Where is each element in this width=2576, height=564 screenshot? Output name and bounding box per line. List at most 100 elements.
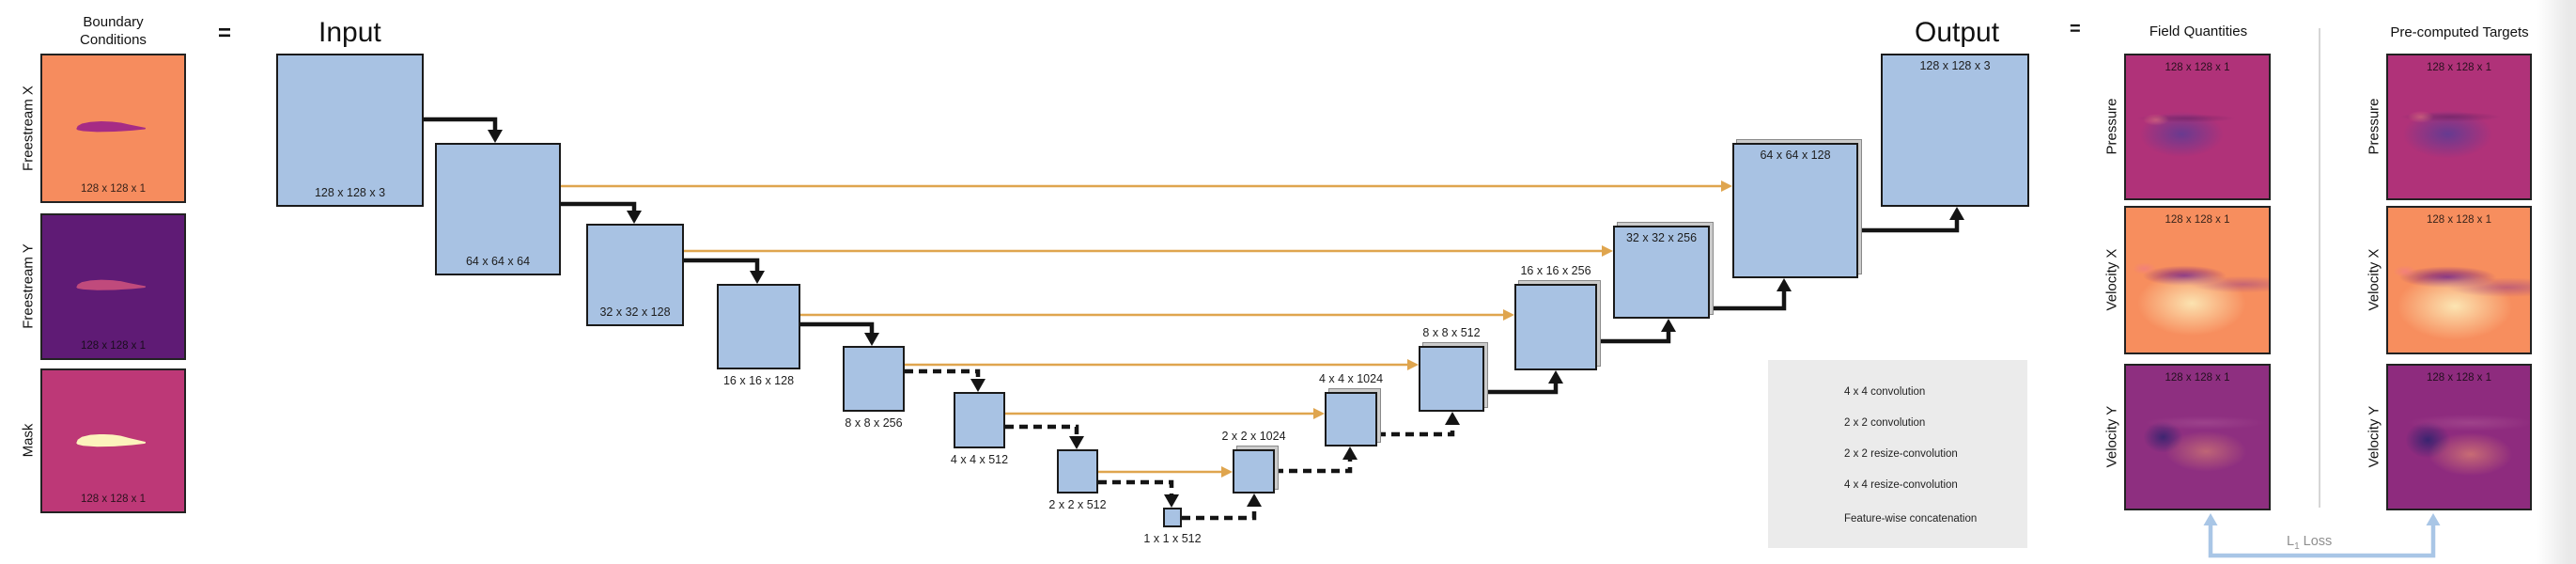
convolution-arrow: [424, 117, 498, 131]
airfoil-shape: [76, 433, 147, 447]
unet-block-out-128: [1881, 54, 2029, 207]
block-dim-label: 32 x 32 x 256: [1625, 231, 1698, 244]
block-dim-label: 8 x 8 x 256: [845, 416, 903, 430]
legend-item-label: 4 x 4 resize-convolution: [1844, 479, 1958, 491]
loss-arrowhead-right: [2426, 513, 2441, 525]
equals-sign-right: =: [2070, 19, 2081, 39]
panel-dim-label: 128 x 128 x 1: [80, 494, 147, 505]
page-edge-shading: [2537, 0, 2576, 564]
unet-block-enc-32: [586, 224, 684, 326]
boundary-conditions-title: Boundary Conditions: [19, 13, 208, 49]
panel-dim-label: 128 x 128 x 1: [80, 340, 147, 352]
bc-panel-freestream-y: 128 x 128 x 1: [40, 213, 186, 360]
airfoil-shape: [76, 279, 147, 290]
arrowhead: [750, 271, 765, 284]
unet-block-enc-64: [435, 143, 561, 275]
l1-loss-label: L1 Loss: [2287, 534, 2332, 552]
rotated-panel-label: Mask: [20, 423, 37, 458]
skip-arrowhead: [1407, 359, 1419, 370]
field-panel-pressure: 128 x 128 x 1: [2124, 54, 2271, 200]
unet-block-dec-32: [1613, 226, 1710, 319]
resize-convolution-arrow: [1597, 331, 1671, 344]
panel-dim-label: 128 x 128 x 1: [2165, 62, 2230, 73]
arrowhead: [1247, 494, 1262, 507]
target-panel-velocity-x: 128 x 128 x 1: [2386, 206, 2532, 354]
arrowhead: [864, 333, 879, 346]
target-panel-velocity-y: 128 x 128 x 1: [2386, 364, 2532, 510]
arrowhead: [627, 211, 642, 224]
unet-block-enc-16: [717, 284, 800, 369]
convolution-arrow: [905, 368, 981, 380]
resize-convolution-arrow: [1484, 383, 1559, 395]
panel-dim-label: 128 x 128 x 1: [2165, 214, 2230, 226]
resize-convolution-arrow: [1710, 290, 1787, 311]
panel-dim-label: 128 x 128 x 1: [2426, 214, 2492, 226]
arrowhead: [1164, 494, 1179, 508]
skip-arrowhead: [1221, 466, 1233, 478]
legend-panel: [1768, 360, 2027, 548]
block-dim-label: 2 x 2 x 1024: [1221, 430, 1286, 443]
block-dim-label: 64 x 64 x 64: [465, 255, 531, 268]
arrowhead: [488, 130, 503, 143]
arrowhead: [1949, 207, 1964, 220]
skip-arrowhead: [1503, 309, 1514, 321]
unet-block-dec-2: [1233, 449, 1275, 494]
convolution-arrow: [800, 321, 875, 334]
bc-panel-mask: 128 x 128 x 1: [40, 368, 186, 513]
output-title: Output: [1915, 17, 2000, 48]
boundary-conditions-title-line2: Conditions: [80, 32, 147, 48]
unet-block-enc-128: [276, 54, 424, 207]
legend-item-label: Feature-wise concatenation: [1844, 513, 1978, 525]
block-dim-label: 128 x 128 x 3: [314, 186, 386, 199]
arrowhead: [970, 379, 985, 392]
arrowhead: [1445, 412, 1460, 425]
resize-convolution-arrow: [1858, 219, 1960, 233]
skip-arrowhead: [1602, 245, 1613, 257]
boundary-conditions-title-line1: Boundary: [83, 14, 144, 30]
unet-block-enc-4: [954, 392, 1005, 448]
resize-convolution-arrow: [1182, 506, 1257, 521]
arrowhead: [1069, 436, 1084, 449]
equals-sign-left: =: [218, 21, 232, 46]
block-dim-label: 8 x 8 x 512: [1422, 326, 1481, 339]
loss-suffix: Loss: [2299, 534, 2333, 549]
unet-block-enc-2: [1057, 449, 1098, 494]
input-title: Input: [318, 17, 381, 48]
airfoil-shape: [76, 121, 147, 133]
unet-block-dec-16: [1514, 284, 1597, 370]
arrowhead: [1342, 446, 1358, 460]
rotated-panel-label: Velocity Y: [2366, 405, 2382, 468]
panel-dim-label: 128 x 128 x 1: [2426, 372, 2492, 384]
legend-item-label: 2 x 2 resize-convolution: [1844, 448, 1958, 460]
unet-block-dec-64: [1732, 143, 1858, 278]
unet-block-enc-8: [843, 346, 905, 412]
resize-convolution-arrow: [1377, 424, 1455, 437]
convolution-arrow: [561, 201, 637, 212]
arrowhead: [1777, 278, 1792, 291]
arrowhead: [1548, 370, 1563, 384]
block-dim-label: 4 x 4 x 1024: [1318, 372, 1384, 385]
unet-block-dec-8: [1419, 346, 1484, 412]
skip-arrowhead: [1313, 408, 1325, 419]
field-quantities-title: Field Quantities: [2149, 24, 2248, 39]
block-dim-label: 16 x 16 x 128: [722, 374, 795, 387]
convolution-arrow: [1005, 424, 1079, 437]
target-panel-pressure: 128 x 128 x 1: [2386, 54, 2532, 200]
loss-arrowhead-left: [2203, 513, 2218, 525]
resize-convolution-arrow: [1275, 459, 1353, 474]
block-dim-label: 64 x 64 x 128: [1760, 149, 1831, 162]
skip-arrowhead: [1721, 180, 1732, 192]
panel-dim-label: 128 x 128 x 1: [80, 183, 147, 195]
legend-item-label: 2 x 2 convolution: [1844, 417, 1926, 429]
convolution-arrow: [684, 258, 760, 272]
block-dim-label: 16 x 16 x 256: [1520, 264, 1591, 277]
block-dim-label: 2 x 2 x 512: [1048, 498, 1107, 511]
unet-block-dec-4: [1325, 392, 1377, 446]
block-dim-label: 128 x 128 x 3: [1919, 59, 1991, 72]
panel-dim-label: 128 x 128 x 1: [2165, 372, 2230, 384]
block-dim-label: 4 x 4 x 512: [950, 453, 1009, 466]
panel-dim-label: 128 x 128 x 1: [2426, 62, 2492, 73]
convolution-arrow: [1098, 479, 1174, 495]
unet-block-enc-1: [1163, 508, 1182, 527]
